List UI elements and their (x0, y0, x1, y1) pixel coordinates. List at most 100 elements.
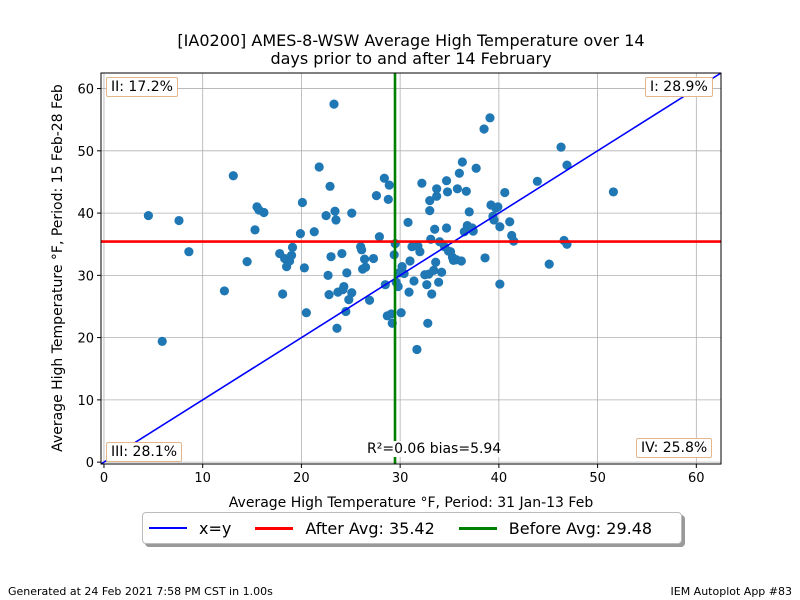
axis-ticks: 0 10 20 30 40 50 60 0 10 20 30 40 50 60 (77, 83, 704, 486)
data-point (228, 171, 238, 181)
legend-item-xy: x=y (149, 519, 231, 538)
data-point (434, 277, 444, 287)
data-point (556, 142, 566, 152)
y-tick-label: 50 (77, 145, 94, 160)
y-tick-label: 20 (77, 332, 94, 347)
x-tick-label: 50 (589, 471, 606, 486)
data-point (505, 217, 515, 227)
data-point (493, 202, 503, 212)
stat-label: R²=0.06 bias=5.94 (365, 441, 509, 457)
data-point (442, 187, 453, 197)
data-point (330, 206, 340, 216)
quadrant-iii-label: III: 28.1% (106, 442, 183, 462)
data-point (299, 263, 309, 273)
x-tick-label: 40 (491, 471, 508, 486)
legend-label-xy: x=y (199, 518, 232, 538)
data-point (532, 176, 542, 186)
x-tick-label: 0 (100, 471, 108, 486)
legend-item-after: After Avg: 35.42 (255, 519, 435, 538)
data-point (415, 247, 425, 257)
footer-generated: Generated at 24 Feb 2021 7:58 PM CST in … (8, 585, 273, 598)
data-point (456, 256, 466, 266)
data-point (441, 223, 452, 233)
data-point (321, 210, 331, 221)
data-point (337, 248, 347, 259)
data-point (314, 162, 324, 172)
legend: x=y After Avg: 35.42 Before Avg: 29.48 (142, 512, 682, 544)
data-point (425, 196, 435, 206)
data-point (452, 184, 463, 194)
x-tick-label: 10 (194, 471, 211, 486)
legend-swatch-before (458, 526, 497, 530)
footer-app: IEM Autoplot App #83 (670, 585, 793, 598)
data-point (500, 187, 510, 198)
data-point (339, 281, 349, 292)
x-axis-label: Average High Temperature °F, Period: 31 … (229, 495, 594, 511)
quadrant-i-label: I: 28.9% (645, 77, 713, 97)
data-point (347, 208, 357, 218)
data-point (412, 344, 422, 355)
data-point (184, 247, 194, 257)
data-point (495, 279, 505, 289)
chart-subtitle: days prior to and after 14 February (270, 49, 551, 68)
data-point (357, 245, 367, 255)
data-point (360, 262, 371, 272)
data-point (323, 270, 333, 280)
data-point (157, 336, 167, 346)
data-point (295, 229, 306, 239)
data-point (364, 295, 375, 305)
data-point (342, 268, 352, 278)
data-point (405, 256, 415, 266)
data-point (429, 265, 439, 275)
data-point (430, 224, 440, 234)
data-point (495, 222, 505, 232)
data-point (457, 157, 467, 167)
legend-swatch-after (255, 526, 294, 530)
quadrant-ii-label: II: 17.2% (106, 77, 178, 97)
y-tick-label: 60 (77, 83, 94, 98)
data-point (287, 242, 298, 252)
data-point (431, 257, 441, 267)
data-point (403, 217, 413, 228)
data-point (437, 267, 447, 277)
x-tick-label: 30 (392, 471, 409, 486)
x-tick-label: 60 (688, 471, 705, 486)
data-point (278, 289, 288, 299)
y-tick-label: 10 (77, 394, 94, 409)
data-point (386, 309, 396, 319)
data-point (301, 308, 311, 318)
plot-marks (100, 72, 722, 465)
legend-item-before: Before Avg: 29.48 (458, 518, 653, 538)
xy-line (100, 72, 722, 465)
data-point (347, 288, 357, 298)
data-point (425, 205, 435, 216)
data-point (383, 194, 393, 204)
data-point (479, 124, 489, 134)
data-point (174, 215, 184, 226)
data-point (309, 227, 319, 237)
y-axis-label: Average High Temperature °F, Period: 15 … (50, 84, 66, 452)
data-point (468, 226, 478, 236)
data-point (374, 232, 385, 242)
data-point (464, 207, 474, 217)
legend-label-before: Before Avg: 29.48 (508, 518, 653, 538)
data-point (608, 187, 618, 197)
data-point (480, 253, 490, 263)
data-point (297, 197, 308, 208)
data-point (441, 176, 452, 186)
y-tick-label: 30 (77, 269, 94, 284)
data-point (326, 252, 336, 262)
data-point (544, 259, 554, 269)
data-point (286, 250, 297, 261)
data-point (427, 289, 437, 299)
data-point (242, 257, 252, 267)
legend-swatch-xy (149, 527, 187, 529)
data-point (324, 290, 334, 300)
y-tick-label: 0 (86, 456, 94, 471)
grid-lines (101, 73, 721, 464)
data-point (379, 173, 389, 183)
x-tick-label: 20 (293, 471, 310, 486)
data-point (331, 215, 341, 225)
data-point (384, 180, 394, 190)
